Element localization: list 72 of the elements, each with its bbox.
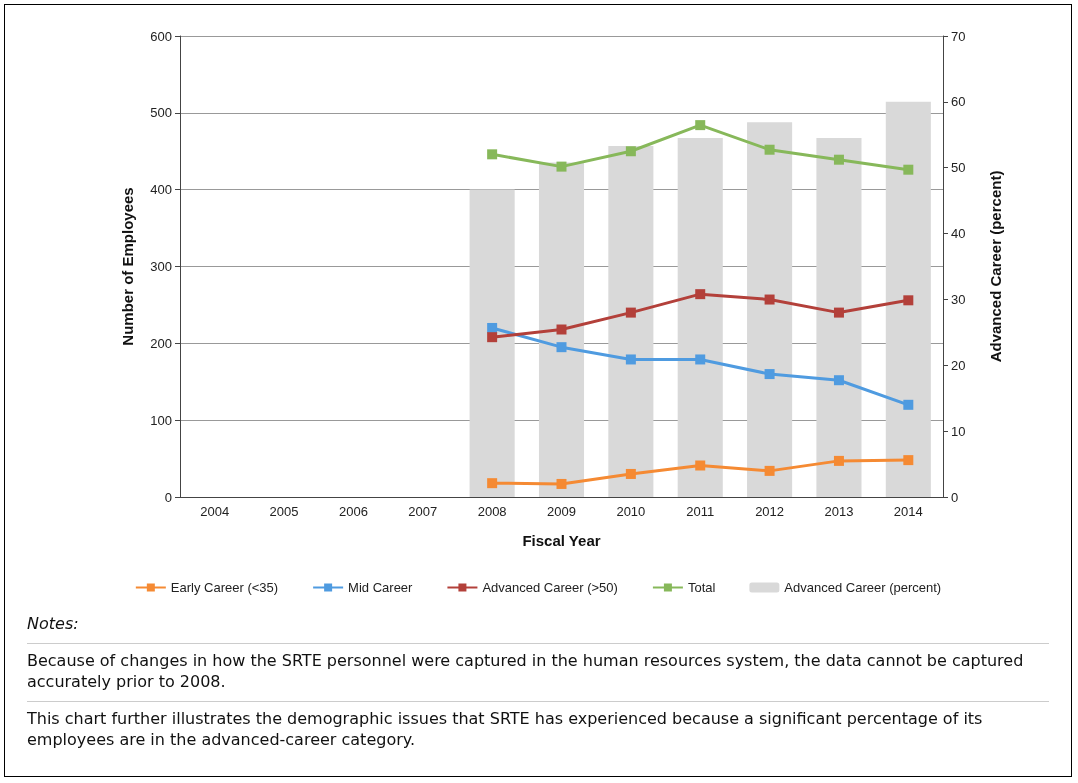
point (764, 144, 775, 155)
bar (469, 189, 515, 497)
x-axis-title: Fiscal Year (522, 532, 601, 549)
point (903, 164, 914, 175)
y2-tick-label: 0 (951, 489, 959, 505)
y2-tick-label: 60 (951, 94, 966, 110)
y2-axis-title: Advanced Career (percent) (987, 170, 1004, 363)
x-tick-label: 2010 (616, 504, 646, 519)
y-tick-label: 300 (150, 259, 172, 274)
point (625, 146, 636, 157)
point (764, 465, 775, 476)
y2-tick-label: 20 (951, 357, 966, 373)
point (833, 455, 844, 466)
y-tick-label: 600 (150, 28, 172, 44)
y2-tick-label: 10 (951, 423, 966, 439)
y2-tick-label: 40 (951, 226, 966, 242)
legend-label: Total (687, 580, 716, 595)
y2-tick-label: 70 (951, 28, 966, 44)
point (556, 478, 567, 489)
legend-label: Mid Career (348, 580, 414, 595)
point (833, 375, 844, 386)
bar (608, 145, 654, 497)
point (487, 322, 498, 333)
bar (885, 101, 931, 497)
point (695, 120, 706, 131)
y-axis-title: Number of Employees (119, 187, 136, 346)
point (487, 478, 498, 489)
x-tick-label: 2005 (269, 504, 299, 519)
point (903, 455, 914, 466)
y-tick-label: 0 (164, 489, 172, 505)
x-tick-label: 2006 (338, 504, 368, 519)
legend-label: Advanced Career (>50) (482, 580, 618, 595)
y-tick-label: 200 (150, 335, 172, 351)
x-tick-label: 2009 (547, 504, 576, 519)
point (625, 307, 636, 318)
point (903, 295, 914, 306)
point (695, 289, 706, 300)
point (556, 342, 567, 353)
point (556, 161, 567, 172)
point (833, 307, 844, 318)
bar (747, 122, 793, 497)
text: Because of changes in how the SRTE personnel were captured in the human resources system, the data cannot be captured accurately prior to 2008. (27, 643, 1049, 702)
y-tick-label: 400 (150, 182, 172, 198)
point (625, 468, 636, 479)
point (487, 149, 498, 160)
y2-tick-label: 50 (951, 160, 966, 176)
point (764, 369, 775, 380)
point (556, 324, 567, 335)
text: Notes: (27, 607, 1049, 644)
y2-tick-label: 30 (951, 291, 966, 307)
x-tick-label: 2013 (824, 504, 854, 519)
point (764, 294, 775, 305)
y-tick-label: 100 (150, 412, 172, 428)
x-tick-label: 2011 (686, 504, 715, 519)
x-tick-label: 2012 (755, 504, 785, 519)
point (625, 354, 636, 365)
x-tick-label: 2008 (477, 504, 507, 519)
x-tick-label: 2007 (408, 504, 438, 519)
point (833, 154, 844, 165)
point (487, 332, 498, 343)
bar (538, 162, 585, 497)
bar (677, 138, 723, 497)
x-tick-label: 2014 (893, 504, 923, 519)
legend-label: Advanced Career (percent) (784, 580, 942, 595)
point (695, 354, 706, 365)
text: This chart further illustrates the demographic issues that SRTE has experienced because a significant percentage of its employees are in the advanced-career category. (27, 707, 984, 752)
point (695, 460, 706, 471)
bar (816, 138, 862, 497)
y-tick-label: 500 (150, 105, 172, 121)
point (903, 399, 914, 410)
x-tick-label: 2004 (200, 504, 230, 519)
legend-label: Early Career (<35) (170, 580, 279, 595)
